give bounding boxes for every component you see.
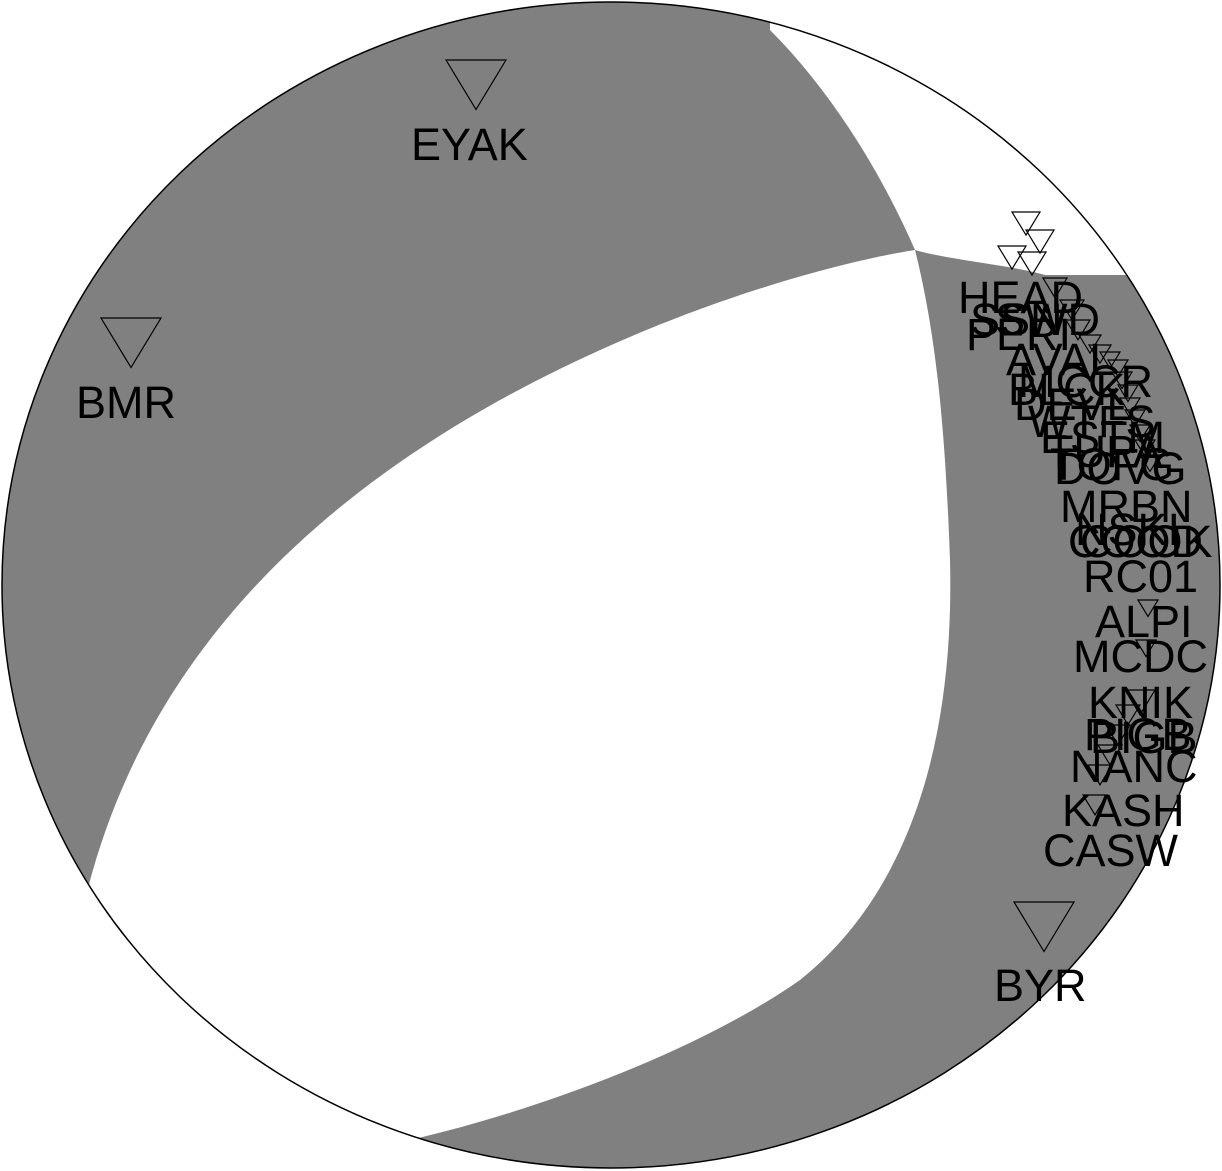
station-label-blck: BLCK	[1008, 364, 1126, 415]
station-triangle-icon	[1136, 599, 1160, 618]
station-triangle-icon	[1010, 211, 1042, 237]
station-triangle-icon	[1114, 704, 1142, 726]
station-triangle-icon	[1081, 794, 1109, 816]
station-label-byr: BYR	[994, 960, 1087, 1011]
station-label-nski: NSKI	[1075, 504, 1180, 555]
station-triangle-icon	[1133, 439, 1157, 458]
station-label-head: HEAD	[958, 272, 1083, 323]
station-label-nanc: NANC	[1070, 741, 1198, 792]
station-triangle-icon	[1104, 724, 1132, 746]
station-label-swd: SWD	[995, 294, 1100, 345]
station-triangle-icon	[1024, 229, 1056, 255]
station-label-kash: KASH	[1062, 785, 1185, 836]
station-triangle-icon	[1041, 277, 1069, 299]
station-label-ssn: SSN	[970, 294, 1063, 345]
station-triangle-icon	[1096, 744, 1124, 766]
station-label-tofg: TOFG	[1050, 439, 1174, 490]
station-label-dovg: DOVG	[1054, 443, 1187, 494]
station-label-alpi: ALPI	[1095, 596, 1193, 647]
station-label-rc01: RC01	[1083, 551, 1198, 602]
station-label-knik: KNIK	[1088, 677, 1193, 728]
station-triangle-icon	[1128, 424, 1152, 443]
station-triangle-icon	[1123, 689, 1157, 716]
station-label-estm: ESTM	[1040, 412, 1165, 463]
station-triangle-icon	[1086, 764, 1114, 786]
station-label-mrbn: MRBN	[1060, 481, 1193, 532]
station-triangle-icon	[1087, 344, 1113, 365]
station-triangle-icon	[1118, 397, 1142, 416]
station-label-devl: DEVL	[1014, 379, 1132, 430]
station-triangle-icon	[1077, 334, 1103, 355]
station-triangle-icon	[444, 59, 508, 111]
station-label-eyak: EYAK	[411, 119, 528, 170]
station-triangle-icon	[1064, 319, 1092, 341]
station-triangle-icon	[1116, 384, 1140, 403]
station-label-cook: COOK	[1080, 516, 1213, 567]
station-labels: EYAK BMR HEAD SSN SWD PERI AVAL MCCR BLC…	[76, 119, 1213, 1011]
station-triangle-icon	[1016, 251, 1048, 277]
station-triangle-icon	[1134, 639, 1158, 658]
station-label-bmr: BMR	[76, 377, 176, 428]
station-label-aval: AVAL	[1006, 334, 1114, 385]
station-triangle-icon	[1106, 359, 1130, 378]
station-label-casw: CASW	[1043, 825, 1179, 876]
station-label-wtfs: WTFS	[1028, 396, 1155, 447]
station-markers	[99, 59, 1162, 953]
station-triangle-icon	[1110, 371, 1134, 390]
station-label-peri: PERI	[966, 309, 1071, 360]
station-triangle-icon	[1123, 409, 1147, 428]
station-label-tupa: TUPA	[1046, 426, 1163, 477]
station-triangle-icon	[1058, 299, 1086, 321]
station-label-pigb: PIGB	[1084, 709, 1192, 760]
station-label-mcdc: MCDC	[1073, 631, 1208, 682]
station-triangle-icon	[1138, 454, 1162, 473]
station-label-mccr: MCCR	[1018, 356, 1153, 407]
station-triangle-icon	[996, 245, 1028, 271]
station-label-cood: COOD	[1068, 516, 1203, 567]
station-triangle-icon	[99, 317, 163, 369]
station-label-bigb: BIGB	[1090, 712, 1198, 763]
dilatational-quadrant-central	[60, 250, 951, 1160]
station-triangle-icon	[1012, 901, 1076, 953]
